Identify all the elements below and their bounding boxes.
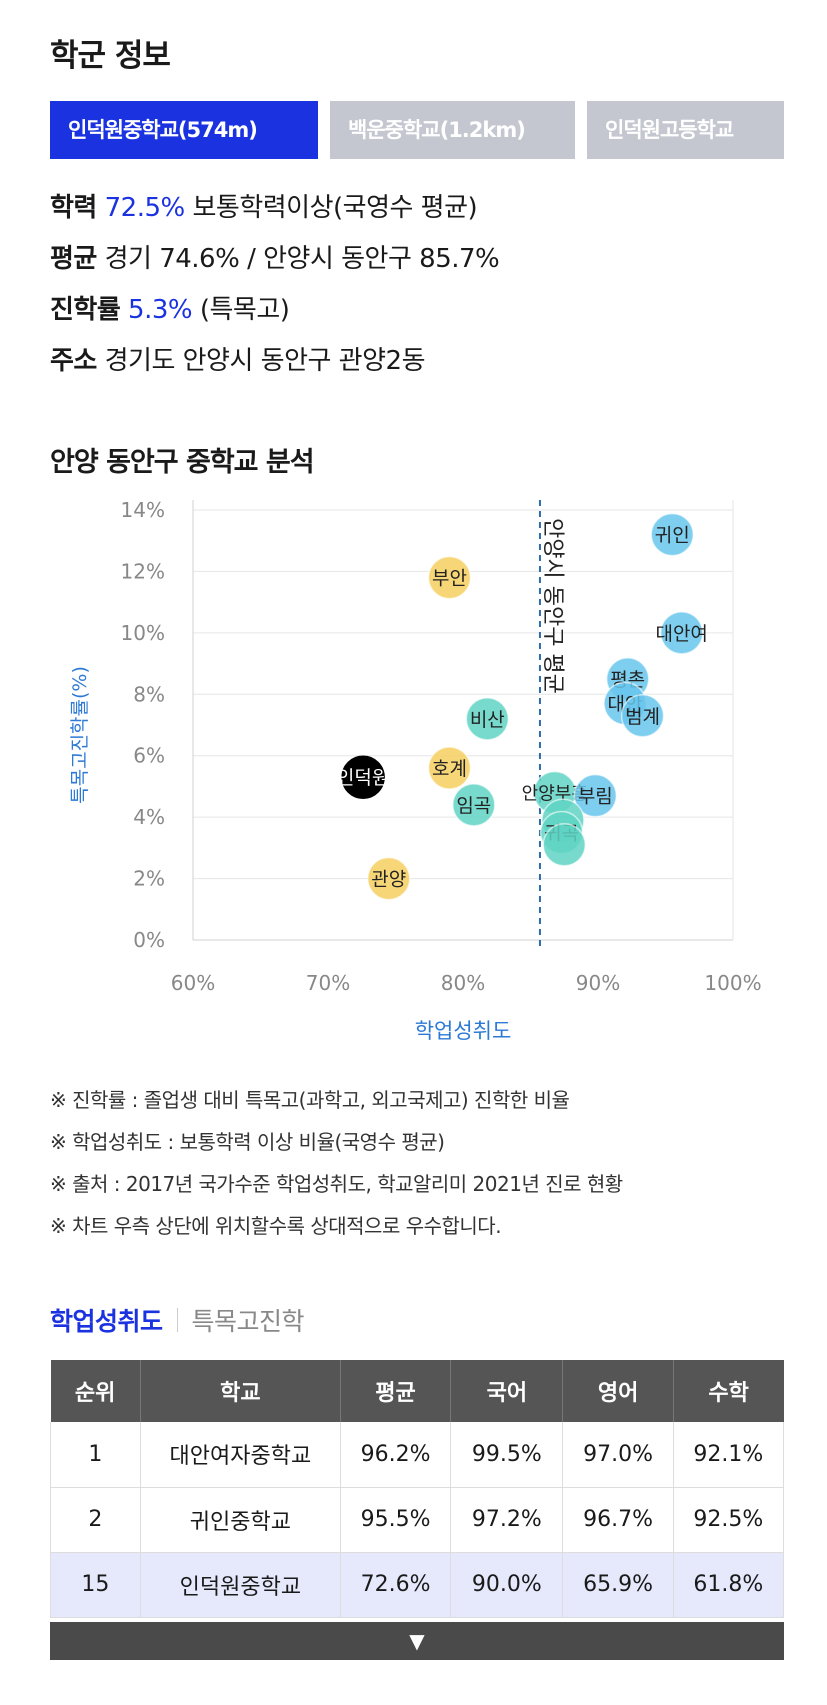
table-row-highlighted: 15 인덕원중학교 72.6% 90.0% 65.9% 61.8% (50, 1552, 785, 1618)
note-1: ※ 진학률 : 졸업생 대비 특목고(과학고, 외고국제고) 진학한 비율 (50, 1088, 570, 1112)
ranking-table: 순위 학교 평균 국어 영어 수학 1 대안여자중학교 96.2% 99.5% … (50, 1360, 785, 1618)
data-point (341, 755, 385, 799)
note-4: ※ 차트 우측 상단에 위치할수록 상대적으로 우수합니다. (50, 1214, 502, 1238)
data-point-label: 범계 (625, 706, 660, 728)
table-row: 1 대안여자중학교 96.2% 99.5% 97.0% 92.1% (50, 1422, 785, 1488)
advance-row: 진학률 5.3% (특목고) (50, 289, 290, 326)
analysis-title: 안양 동안구 중학교 분석 (50, 447, 315, 478)
data-point (620, 694, 665, 738)
col-korean: 국어 (450, 1360, 564, 1422)
cell-average: 72.6% (340, 1552, 452, 1618)
y-tick-label: 10% (121, 621, 165, 645)
average-value: 경기 74.6% / 안양시 동안구 85.7% (96, 244, 500, 274)
tab-inducwon-high[interactable]: 인덕원고등학교 (587, 101, 784, 159)
academic-desc: 보통학력이상(국영수 평균) (184, 193, 478, 223)
academic-row: 학력 72.5% 보통학력이상(국영수 평균) (50, 187, 478, 224)
cell-korean: 99.5% (450, 1422, 564, 1488)
data-point-label: 임곡 (456, 795, 491, 817)
cell-english: 65.9% (562, 1552, 674, 1618)
x-tick-label: 60% (171, 971, 215, 995)
y-tick-label: 2% (133, 867, 165, 891)
triangle-down-icon: ▼ (409, 1629, 425, 1653)
cell-average: 96.2% (340, 1422, 452, 1488)
cell-rank: 1 (50, 1422, 141, 1488)
y-tick-label: 4% (133, 805, 165, 829)
data-point-label: 귀인 (655, 525, 690, 547)
tab-special-school[interactable]: 특목고진학 (191, 1307, 305, 1336)
average-row: 평균 경기 74.6% / 안양시 동안구 85.7% (50, 238, 500, 275)
data-point-label: 부림 (578, 786, 613, 808)
cell-english: 97.0% (562, 1422, 674, 1488)
col-school: 학교 (140, 1360, 341, 1422)
y-tick-label: 14% (121, 500, 165, 522)
show-more-button[interactable]: ▼ (50, 1622, 784, 1660)
cell-math: 92.1% (673, 1422, 785, 1488)
data-point (573, 773, 618, 818)
y-axis-label: 특목고진학률(%) (69, 666, 91, 804)
data-point (465, 697, 510, 741)
col-rank: 순위 (50, 1360, 141, 1422)
col-english: 영어 (562, 1360, 674, 1422)
y-tick-label: 0% (133, 928, 165, 952)
cell-korean: 90.0% (450, 1552, 564, 1618)
cell-korean: 97.2% (450, 1487, 564, 1553)
advance-desc: (특목고) (192, 295, 290, 325)
address-row: 주소 경기도 안양시 동안구 관양2동 (50, 340, 426, 377)
data-point-label: 인덕원 (337, 767, 389, 789)
section-title: 학군 정보 (50, 38, 171, 74)
academic-label: 학력 (50, 193, 97, 223)
advance-label: 진학률 (50, 295, 121, 325)
y-tick-label: 12% (121, 559, 165, 583)
cell-math: 92.5% (673, 1487, 785, 1553)
col-math: 수학 (673, 1360, 784, 1422)
data-point-label: 호계 (432, 758, 467, 780)
address-value: 경기도 안양시 동안구 관양2동 (96, 346, 426, 376)
cell-school: 대안여자중학교 (140, 1422, 341, 1488)
cell-english: 96.7% (562, 1487, 674, 1553)
tab-baekun-middle[interactable]: 백운중학교(1.2km) (330, 101, 575, 159)
x-tick-label: 100% (704, 971, 761, 995)
cell-math: 61.8% (673, 1552, 785, 1618)
data-point (427, 555, 472, 600)
cell-school: 귀인중학교 (140, 1487, 341, 1553)
col-average: 평균 (340, 1360, 452, 1422)
note-2: ※ 학업성취도 : 보통학력 이상 비율(국영수 평균) (50, 1130, 445, 1154)
data-point (542, 823, 586, 867)
tab-inducwon-middle[interactable]: 인덕원중학교(574m) (50, 101, 318, 159)
data-point (659, 611, 704, 655)
scatter-chart: 0% 2% 4% 6% 8% 10% 12% 14% 60% 70% 80% 90% 100% 학업성취도… (69, 500, 762, 1043)
data-point-label: 대안여 (655, 623, 707, 645)
cell-rank: 2 (50, 1487, 141, 1553)
data-point (650, 512, 694, 557)
cell-rank: 15 (50, 1552, 141, 1618)
table-header-row: 순위 학교 평균 국어 영어 수학 (50, 1360, 784, 1422)
address-label: 주소 (50, 346, 97, 376)
ranking-tabs: 학업성취도 특목고진학 (50, 1302, 305, 1338)
average-line-label: 안양시 동안구 평균 (540, 518, 565, 694)
table-row: 2 귀인중학교 95.5% 97.2% 96.7% 92.5% (50, 1487, 785, 1553)
cell-average: 95.5% (340, 1487, 452, 1553)
x-tick-label: 80% (441, 971, 485, 995)
data-point-label: 비산 (470, 709, 505, 731)
tab-achievement[interactable]: 학업성취도 (50, 1307, 163, 1336)
data-point-label: 부안 (432, 568, 467, 590)
average-label: 평균 (50, 244, 97, 274)
school-tabs: 인덕원중학교(574m) 백운중학교(1.2km) 인덕원고등학교 (50, 101, 784, 159)
academic-value: 72.5% (104, 193, 186, 223)
data-point-label: 안양부흥 (522, 784, 588, 805)
tab-separator (176, 1308, 178, 1332)
cell-school: 인덕원중학교 (140, 1552, 341, 1618)
note-3: ※ 출처 : 2017년 국가수준 학업성취도, 학교알리미 2021년 진로 … (50, 1172, 623, 1196)
data-point (367, 856, 411, 901)
y-tick-label: 6% (133, 744, 165, 768)
data-point (427, 746, 472, 790)
x-tick-label: 90% (576, 971, 620, 995)
x-tick-label: 70% (306, 971, 350, 995)
y-tick-label: 8% (133, 682, 165, 706)
data-point (452, 783, 496, 827)
x-axis-label: 학업성취도 (415, 1019, 512, 1043)
data-point-label: 관양 (371, 869, 406, 891)
advance-value: 5.3% (128, 295, 193, 325)
